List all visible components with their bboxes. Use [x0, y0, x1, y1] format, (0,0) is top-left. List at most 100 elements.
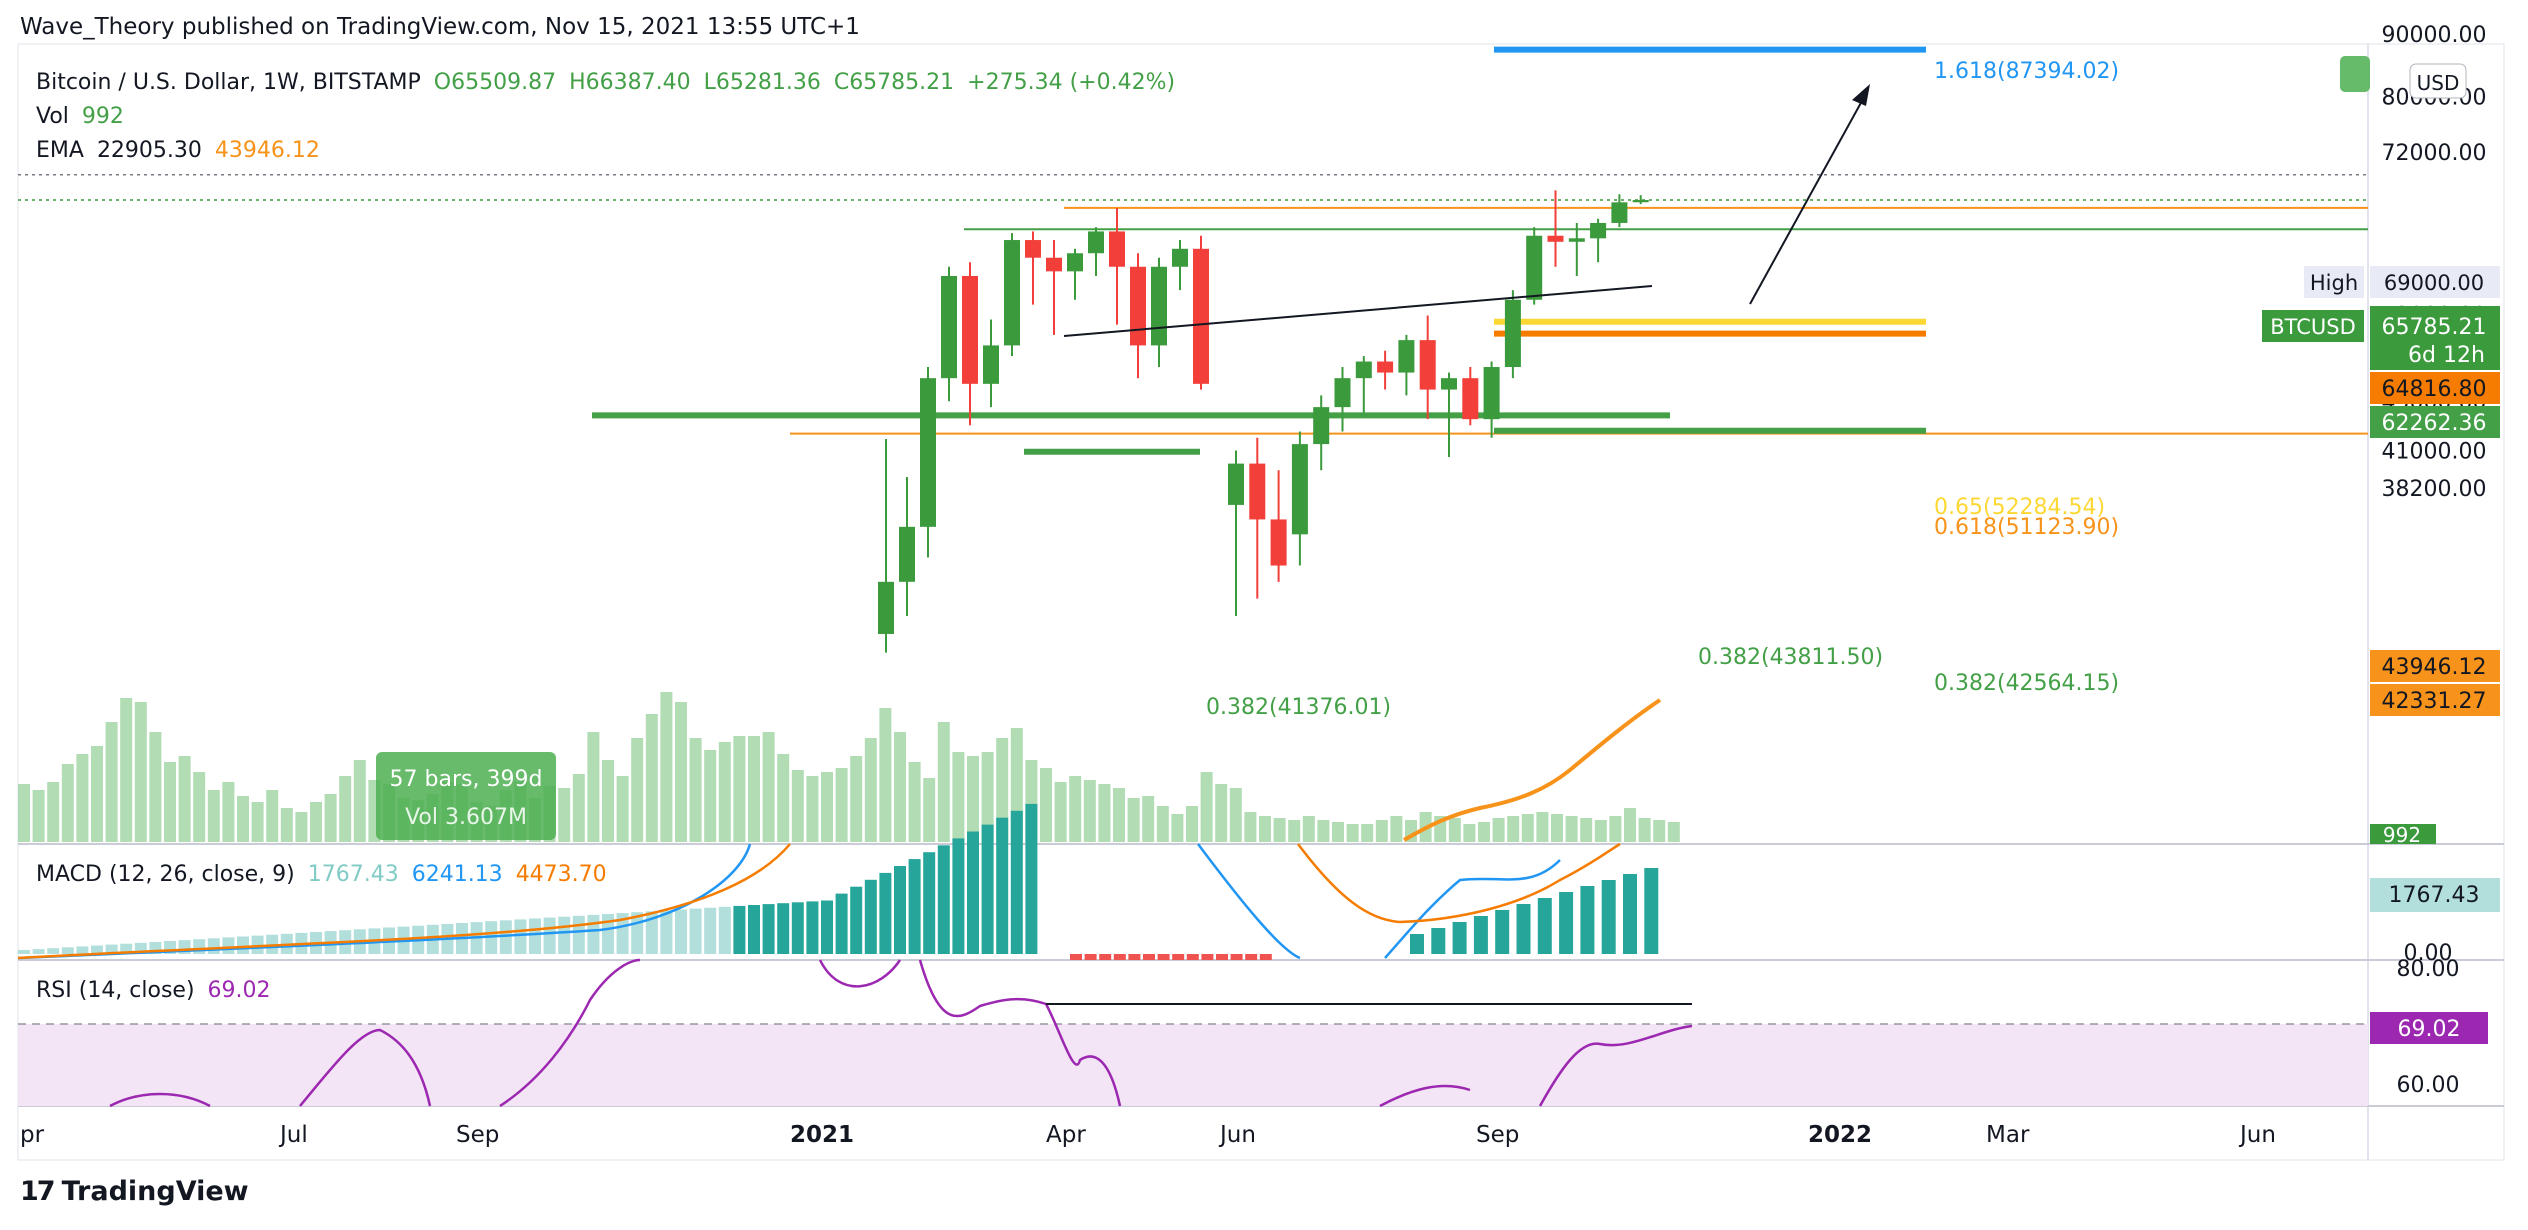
- price-tick: 72000.00: [2382, 141, 2487, 166]
- macd-bar: [718, 906, 731, 954]
- volume-bar: [675, 702, 687, 842]
- price-tick: 41000.00: [2382, 440, 2487, 465]
- volume-bar: [748, 736, 760, 842]
- volume-bar: [1200, 772, 1213, 842]
- ema-tag-box: [2370, 650, 2500, 682]
- symbol-title[interactable]: Bitcoin / U.S. Dollar, 1W, BITSTAMP: [36, 70, 421, 95]
- macd-bar: [47, 948, 60, 954]
- volume-bar: [1463, 824, 1476, 842]
- candle-body: [962, 275, 978, 384]
- macd-bar-pos: [1537, 898, 1552, 954]
- tradingview-brand: TradingView: [61, 1176, 249, 1207]
- volume-bar: [1624, 808, 1636, 842]
- macd-bar-neg: [1172, 954, 1185, 960]
- volume-bar: [981, 752, 994, 842]
- volume-bar: [91, 746, 103, 842]
- macd-bar: [967, 831, 979, 954]
- time-tick: 2022: [1808, 1122, 1872, 1148]
- volume-bar: [207, 790, 220, 842]
- volume-bar: [879, 708, 892, 842]
- time-axis[interactable]: pr Jul Sep 2021 Apr Jun Sep 2022 Mar Jun: [20, 1122, 2276, 1148]
- macd-bar: [689, 908, 702, 954]
- high-value: 69000.00: [2384, 271, 2484, 295]
- candle-body: [1334, 378, 1351, 408]
- time-tick: Mar: [1986, 1122, 2030, 1148]
- macd-bar-pos: [1516, 904, 1531, 954]
- candle-body: [1046, 257, 1062, 272]
- macd-value-3: 4473.70: [515, 862, 607, 887]
- volume-bar: [76, 754, 89, 842]
- price-levels: [18, 46, 2368, 455]
- ema-value: 43946.12: [214, 138, 320, 163]
- currency-badge-box[interactable]: [2409, 63, 2467, 99]
- candle-body: [1193, 248, 1209, 384]
- publisher-header: Wave_Theory published on TradingView.com…: [20, 14, 860, 40]
- volume-bar: [908, 762, 921, 842]
- time-tick: Jun: [1218, 1122, 1256, 1148]
- volume-bar: [164, 762, 176, 842]
- macd-bar: [1025, 803, 1038, 954]
- volume-bar: [1288, 820, 1301, 842]
- candle-body: [1398, 340, 1415, 373]
- high-tag-label: High: [2310, 271, 2358, 295]
- macd-bar-pos: [1410, 934, 1424, 954]
- macd-bar-neg: [1216, 954, 1228, 960]
- tradingview-logo[interactable]: 17 TradingView: [20, 1176, 249, 1207]
- macd-bar: [850, 886, 863, 954]
- volume-bar: [1142, 796, 1155, 842]
- volume-bar: [1521, 814, 1534, 842]
- volume-bar: [1098, 784, 1111, 842]
- ohlc-close: C65785.21: [833, 70, 955, 95]
- candle-body: [1441, 378, 1457, 390]
- volume-bar: [718, 742, 731, 842]
- volume-bar: [1113, 788, 1125, 842]
- volume-bar: [616, 776, 629, 842]
- candle-body: [1109, 231, 1125, 267]
- macd-bar: [748, 905, 760, 954]
- macd-legend[interactable]: MACD (12, 26, close, 9) 1767.43 6241.13 …: [36, 862, 613, 887]
- macd-bar: [645, 911, 658, 954]
- rsi-axis-value: 69.02: [2398, 1017, 2461, 1042]
- macd-bar-neg: [1186, 954, 1199, 960]
- volume-bar: [1171, 814, 1184, 842]
- volume-bar: [806, 776, 819, 842]
- currency-badge[interactable]: USD: [2417, 71, 2460, 95]
- time-tick: Jun: [2238, 1122, 2276, 1148]
- macd-bar-neg: [1113, 954, 1126, 960]
- volume-bar: [602, 760, 614, 842]
- candle-body: [1504, 299, 1521, 368]
- macd-bar: [514, 919, 527, 954]
- macd-bar: [193, 939, 206, 954]
- macd-bar: [105, 944, 118, 954]
- signal-line-2: [1297, 842, 1621, 924]
- candle-body: [1377, 361, 1394, 373]
- fib-label-0382-b: 0.382(42564.15): [1934, 671, 2119, 696]
- macd-bar: [207, 938, 220, 954]
- volume-bar: [850, 756, 863, 842]
- price-tick: 38200.00: [2382, 477, 2487, 502]
- vol-legend[interactable]: Vol 992: [36, 104, 130, 129]
- rsi-band: [18, 1024, 2368, 1106]
- fib-label-0382-c: 0.382(41376.01): [1206, 695, 1391, 720]
- ohlc-low: L65281.36: [703, 70, 821, 95]
- high-value-box: [2370, 266, 2500, 298]
- candle-body: [1526, 235, 1543, 300]
- candle-body: [1270, 519, 1287, 566]
- candle-body: [1355, 361, 1372, 379]
- level-orange2: 42331.27: [2382, 689, 2487, 714]
- signal-line: [17, 843, 791, 960]
- alert-badge[interactable]: [2340, 56, 2370, 92]
- macd-bar-pos: [1452, 922, 1467, 954]
- macd-bar-pos: [1644, 868, 1659, 954]
- candle-body: [878, 581, 894, 634]
- macd-bar: [996, 817, 1009, 954]
- volume-bar: [704, 750, 717, 842]
- candle-body: [899, 526, 915, 582]
- symbol-legend: Bitcoin / U.S. Dollar, 1W, BITSTAMP O655…: [36, 70, 1181, 95]
- macd-bar-neg: [1099, 954, 1112, 960]
- macd-bar: [937, 845, 950, 954]
- volume-bar: [967, 756, 979, 842]
- ema-legend[interactable]: EMA 22905.30 43946.12: [36, 138, 326, 163]
- rsi-legend[interactable]: RSI (14, close) 69.02: [36, 978, 277, 1003]
